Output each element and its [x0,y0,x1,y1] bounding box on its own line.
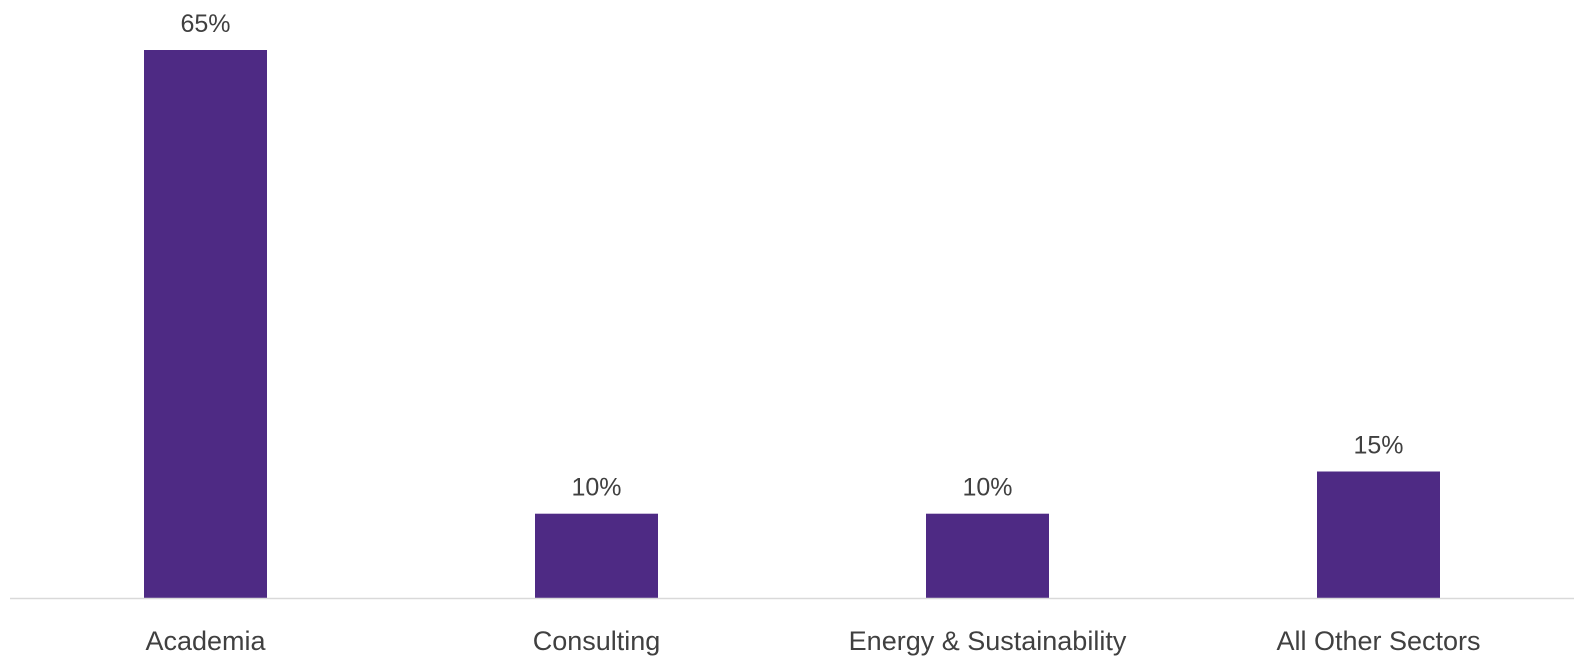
category-label-0: Academia [145,626,266,656]
data-label-2: 10% [962,474,1012,502]
data-label-1: 10% [571,474,621,502]
category-label-3: All Other Sectors [1276,626,1480,656]
bar-3 [1317,471,1440,598]
bars-group [144,50,1440,598]
bar-2 [926,513,1049,598]
data-label-3: 15% [1353,432,1403,460]
data-label-0: 65% [180,10,230,38]
category-label-2: Energy & Sustainability [849,626,1127,656]
bar-0 [144,50,267,598]
category-label-1: Consulting [533,626,661,656]
category-labels-group: Academia Consulting Energy & Sustainabilit… [145,626,1480,656]
data-labels-group: 65% 10% 10% 15% [180,10,1403,502]
bar-1 [535,513,658,598]
